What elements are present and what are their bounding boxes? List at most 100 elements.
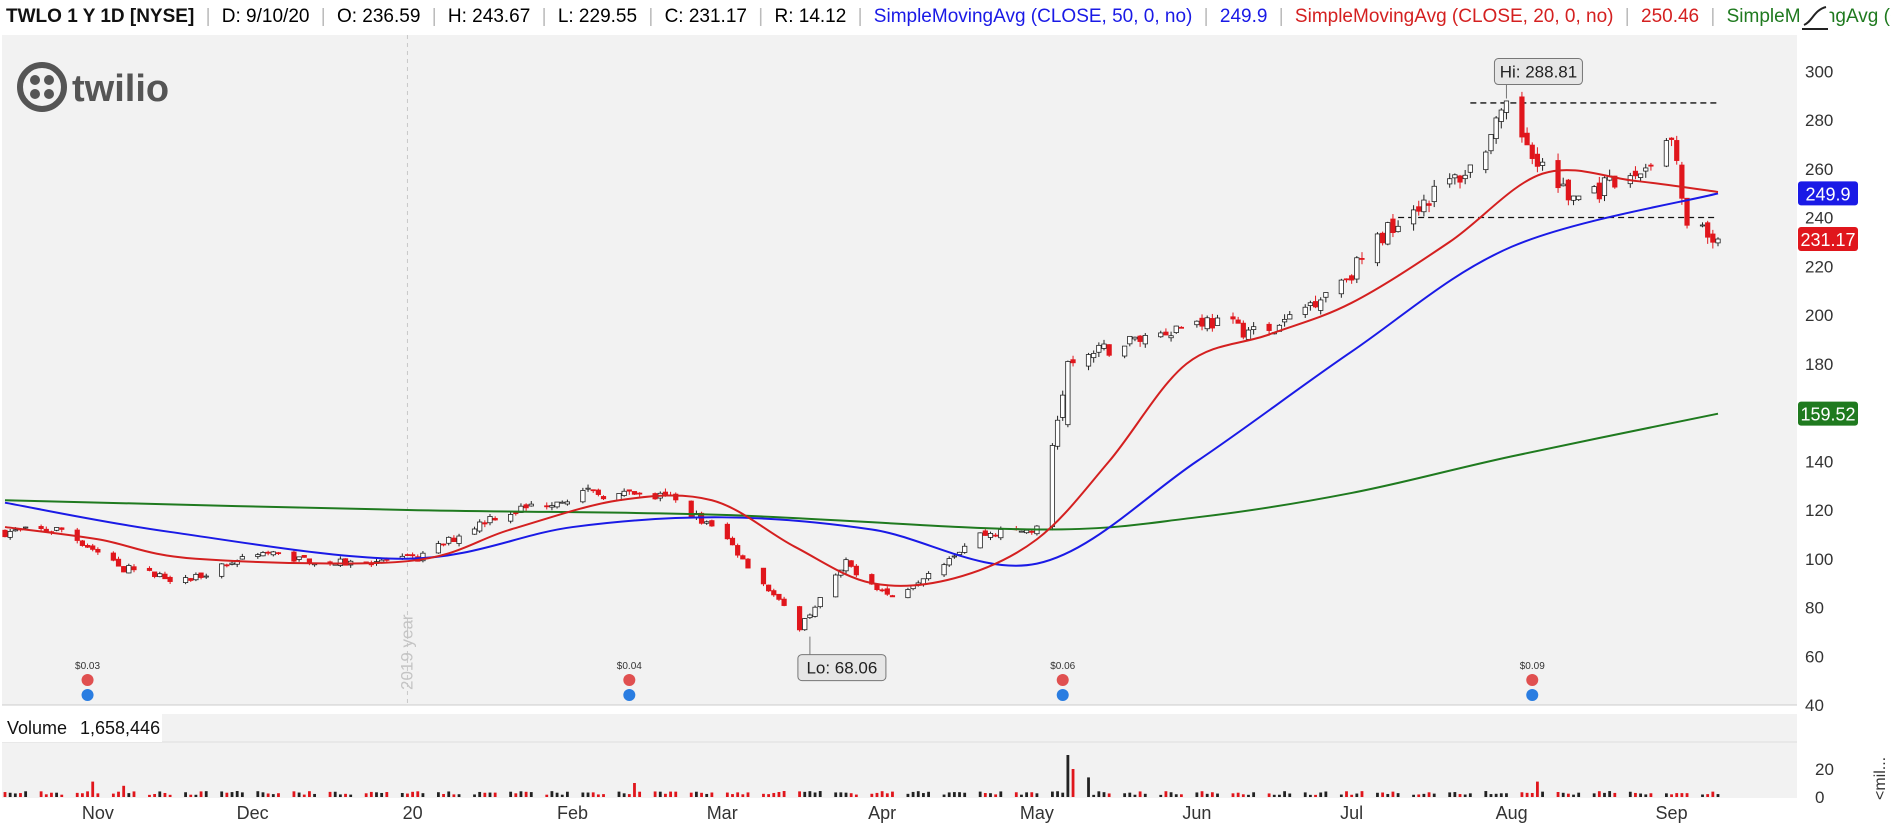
candle[interactable]: [1679, 161, 1685, 205]
candle[interactable]: [1199, 314, 1205, 331]
candle[interactable]: [471, 526, 478, 535]
candle[interactable]: [987, 531, 994, 541]
candle[interactable]: [853, 564, 859, 578]
candle[interactable]: [451, 535, 457, 542]
candle[interactable]: [544, 502, 550, 510]
candle[interactable]: [1488, 134, 1494, 155]
candle[interactable]: [1591, 185, 1597, 194]
candle[interactable]: [1132, 336, 1138, 342]
candle[interactable]: [1049, 443, 1056, 531]
candle[interactable]: [513, 512, 519, 516]
candle[interactable]: [1281, 314, 1288, 327]
candle[interactable]: [735, 543, 741, 558]
volume-panel-bg[interactable]: [2, 714, 1797, 798]
candle[interactable]: [1555, 153, 1561, 193]
price-panel-bg[interactable]: [2, 35, 1797, 705]
candle[interactable]: [188, 577, 194, 582]
candle[interactable]: [1359, 252, 1365, 265]
candle[interactable]: [1106, 344, 1112, 357]
candle[interactable]: [1493, 116, 1499, 144]
candle[interactable]: [1054, 415, 1061, 450]
candle[interactable]: [621, 488, 627, 497]
candle[interactable]: [1142, 333, 1148, 348]
candle[interactable]: [1323, 292, 1329, 303]
candle[interactable]: [1390, 214, 1396, 238]
candle[interactable]: [1318, 297, 1324, 315]
candle[interactable]: [446, 536, 452, 546]
drawing-tool-icon[interactable]: [1800, 4, 1830, 32]
candle[interactable]: [1565, 178, 1571, 206]
candle[interactable]: [709, 519, 715, 527]
candle[interactable]: [1302, 304, 1308, 318]
candle[interactable]: [1705, 220, 1711, 244]
candle[interactable]: [487, 514, 493, 526]
candle[interactable]: [1395, 220, 1401, 233]
candle[interactable]: [1307, 300, 1313, 311]
candle[interactable]: [1122, 345, 1128, 359]
candle[interactable]: [766, 584, 772, 592]
candle[interactable]: [440, 543, 447, 547]
sma20-label[interactable]: SimpleMovingAvg (CLOSE, 20, 0, no): [1294, 6, 1614, 27]
candle[interactable]: [95, 547, 101, 555]
candle[interactable]: [580, 487, 586, 504]
candle[interactable]: [131, 564, 137, 573]
candle[interactable]: [1539, 158, 1546, 171]
candle[interactable]: [1426, 200, 1432, 213]
candle[interactable]: [1596, 176, 1602, 203]
candle[interactable]: [420, 551, 426, 563]
candle[interactable]: [1663, 138, 1670, 168]
candle[interactable]: [1287, 311, 1293, 320]
candle[interactable]: [833, 573, 839, 598]
candle[interactable]: [941, 562, 947, 577]
sma50-label[interactable]: SimpleMovingAvg (CLOSE, 50, 0, no): [873, 6, 1193, 27]
candle[interactable]: [167, 575, 173, 584]
candle[interactable]: [152, 571, 158, 579]
candle[interactable]: [1668, 137, 1675, 147]
candle[interactable]: [1235, 316, 1241, 324]
candle[interactable]: [1431, 179, 1437, 208]
candle[interactable]: [1447, 173, 1453, 188]
candle[interactable]: [812, 605, 818, 618]
candle[interactable]: [296, 556, 302, 562]
candle[interactable]: [807, 613, 813, 619]
candle[interactable]: [84, 543, 91, 548]
candle[interactable]: [1065, 360, 1071, 428]
candle[interactable]: [1018, 530, 1025, 533]
candle[interactable]: [38, 524, 44, 532]
candle[interactable]: [781, 596, 787, 607]
candle[interactable]: [1127, 335, 1133, 347]
candle[interactable]: [255, 552, 261, 559]
candle[interactable]: [1312, 295, 1319, 309]
candle[interactable]: [275, 551, 282, 555]
candle[interactable]: [203, 573, 209, 579]
candle[interactable]: [1230, 312, 1236, 324]
sma50-line[interactable]: [4, 192, 1719, 567]
candle[interactable]: [1240, 320, 1246, 340]
candle[interactable]: [239, 553, 245, 560]
candle[interactable]: [523, 503, 529, 511]
candle[interactable]: [1338, 278, 1344, 298]
candle[interactable]: [590, 489, 596, 493]
candle[interactable]: [1638, 173, 1644, 182]
candle[interactable]: [260, 551, 266, 557]
dividend-marker[interactable]: $0.04: [617, 661, 642, 701]
candle[interactable]: [492, 516, 498, 521]
candle[interactable]: [946, 556, 952, 567]
candle[interactable]: [1421, 194, 1427, 217]
candle[interactable]: [962, 543, 968, 554]
dividend-marker[interactable]: $0.06: [1050, 661, 1076, 701]
candle[interactable]: [1380, 231, 1386, 246]
candle[interactable]: [110, 551, 116, 562]
candle[interactable]: [1343, 278, 1350, 283]
candle[interactable]: [1467, 164, 1473, 178]
candle[interactable]: [7, 528, 13, 540]
candle[interactable]: [1349, 274, 1355, 284]
candle[interactable]: [1529, 142, 1535, 165]
candle[interactable]: [1251, 322, 1257, 335]
candle[interactable]: [182, 574, 189, 585]
candle[interactable]: [631, 491, 638, 495]
candle[interactable]: [90, 543, 96, 552]
candle[interactable]: [771, 588, 777, 597]
candle[interactable]: [1385, 221, 1391, 246]
candle[interactable]: [626, 489, 632, 495]
